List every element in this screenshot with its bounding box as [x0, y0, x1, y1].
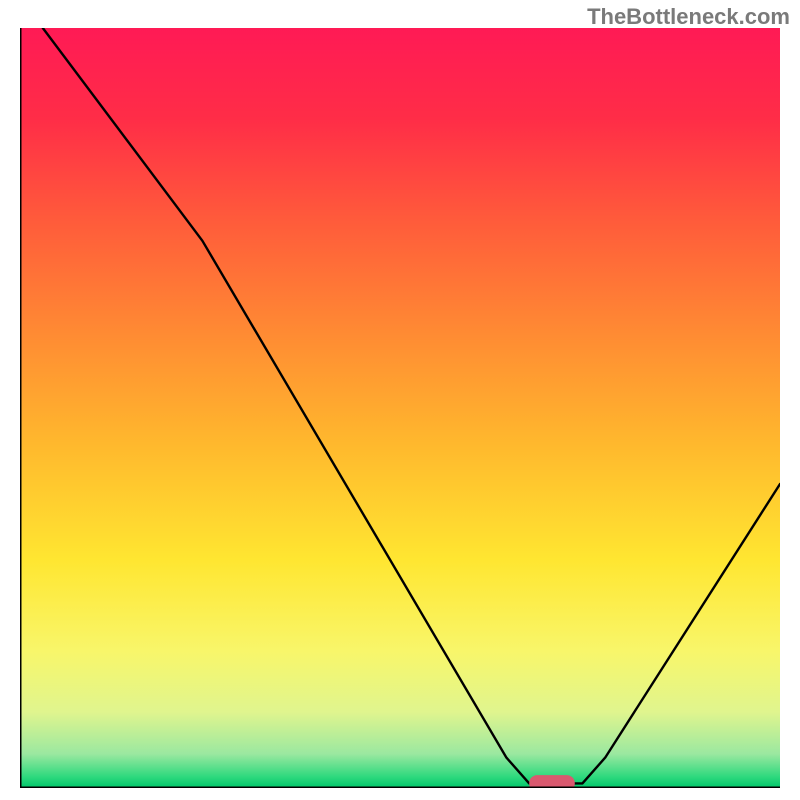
plot-area [20, 28, 780, 788]
gradient-background [20, 28, 780, 788]
plot-svg [20, 28, 780, 788]
watermark-text: TheBottleneck.com [587, 4, 790, 30]
optimum-marker [529, 775, 575, 788]
